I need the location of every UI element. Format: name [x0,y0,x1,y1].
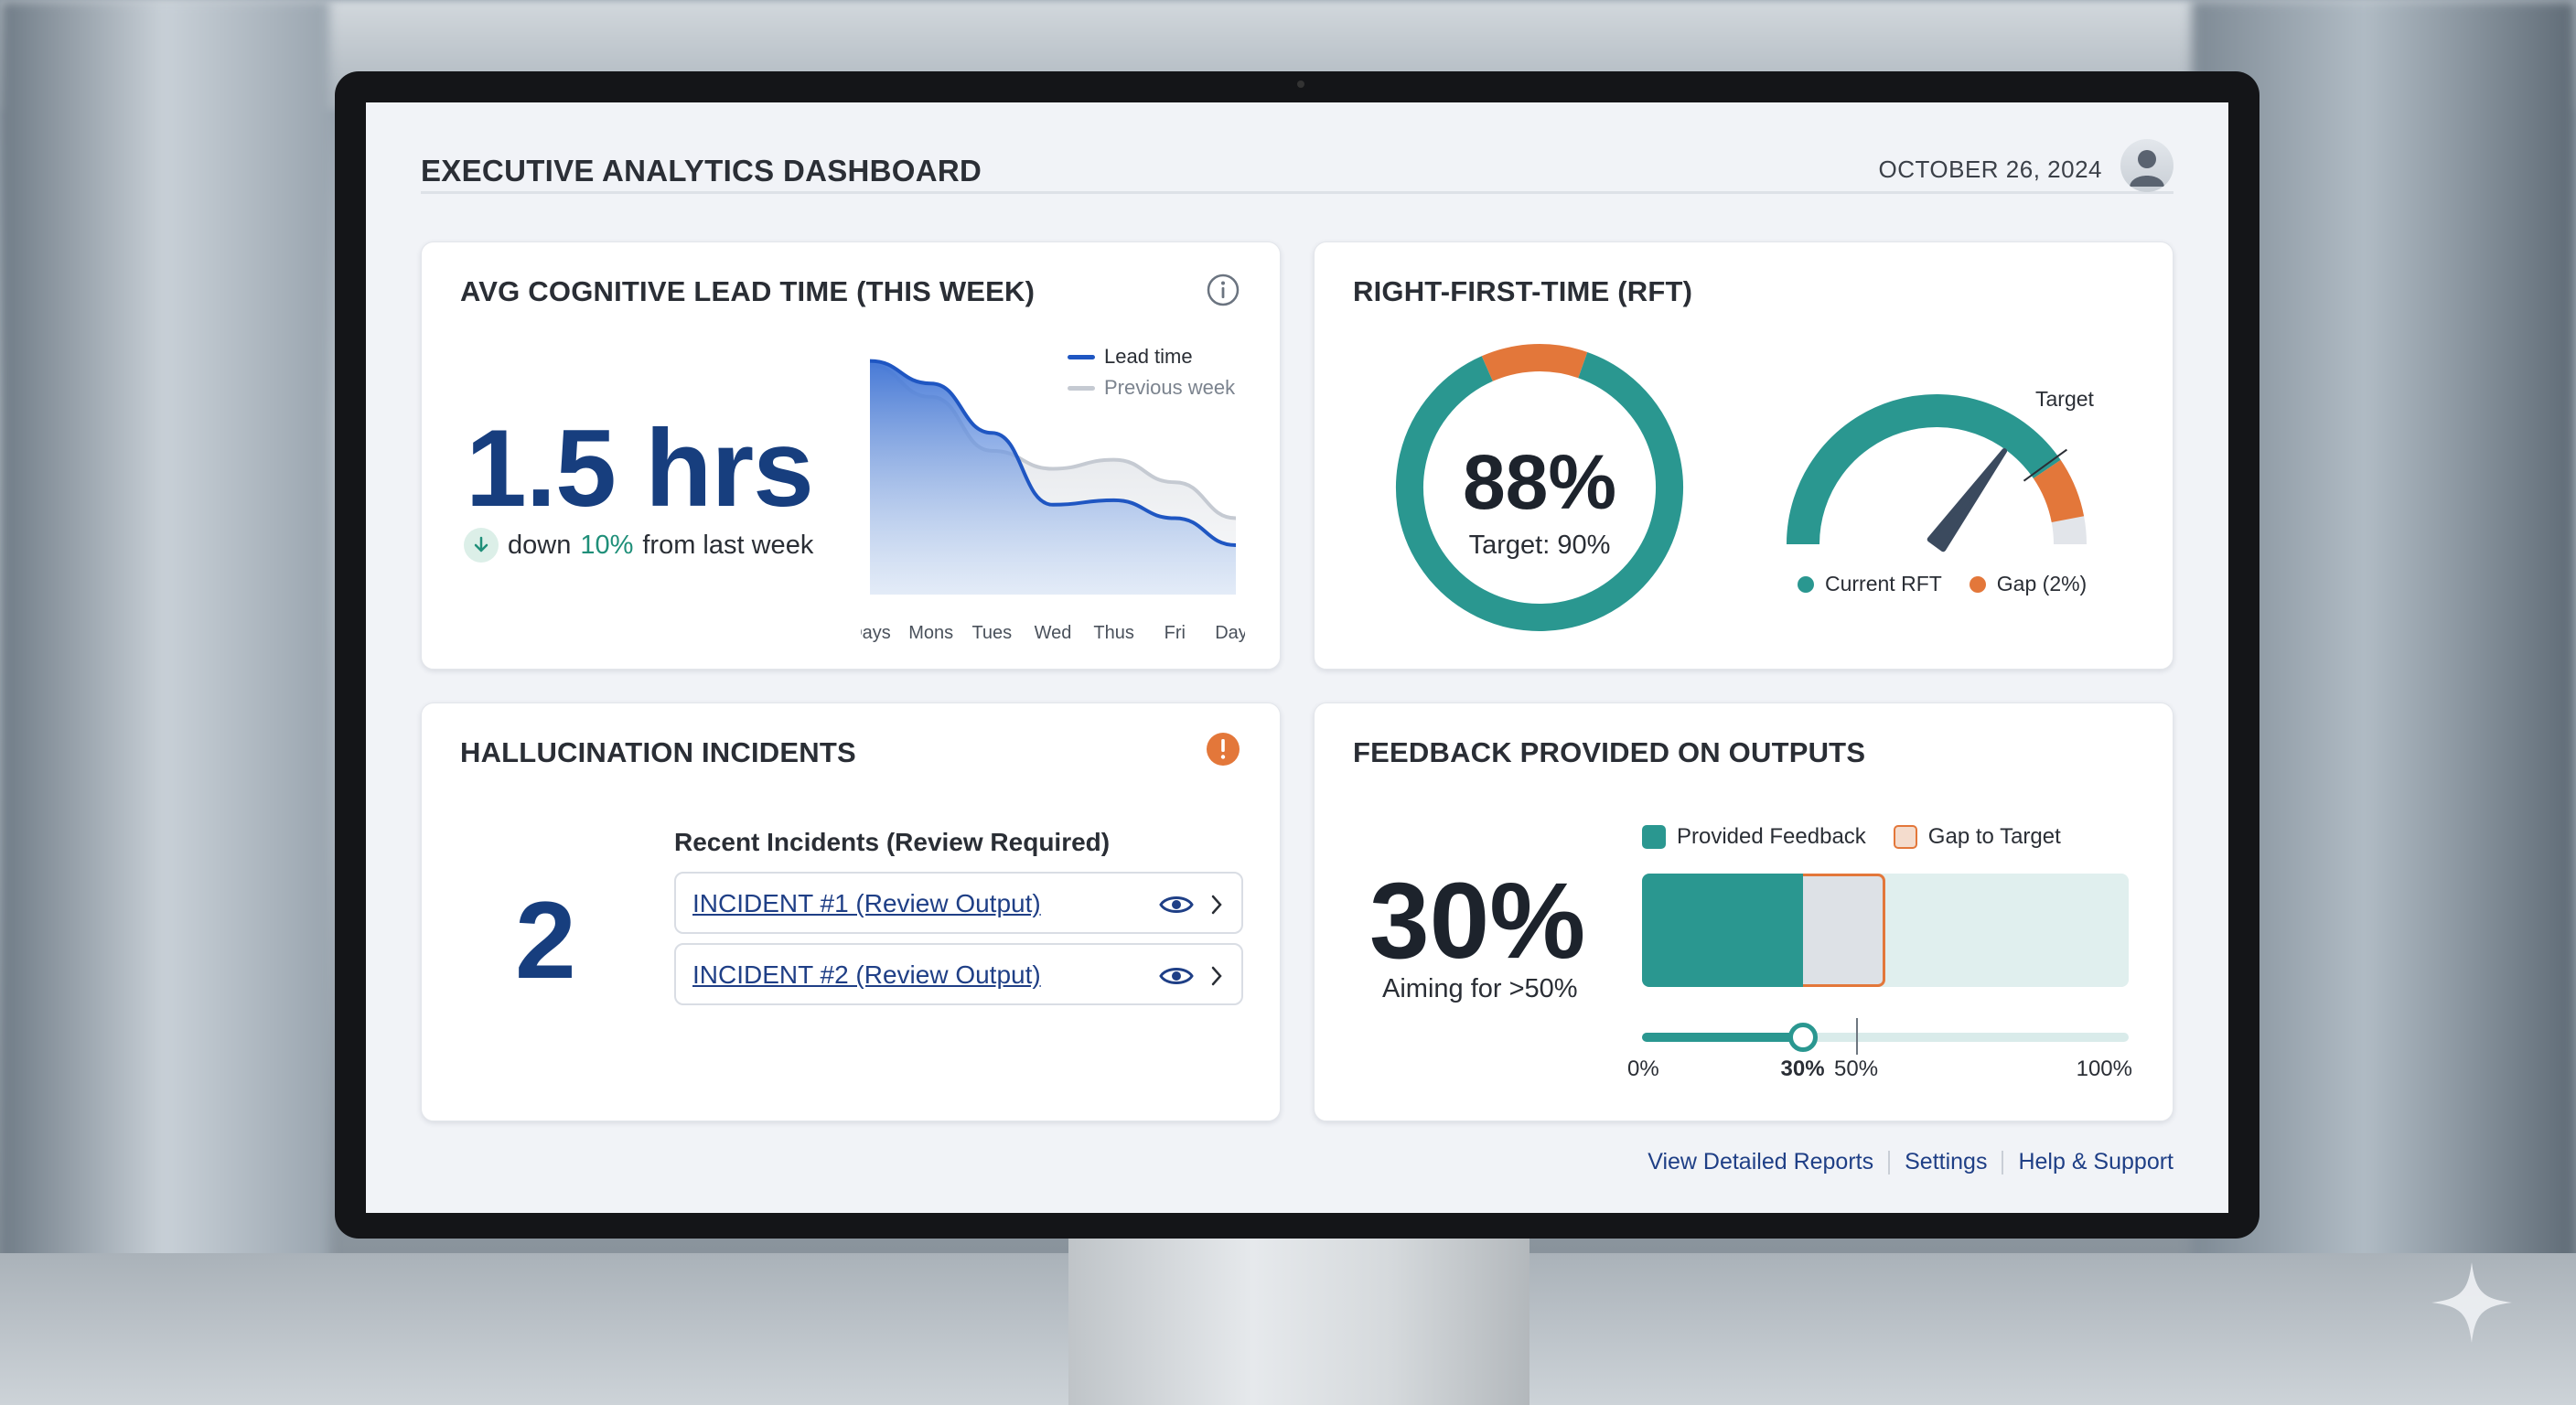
view-detailed-reports-link[interactable]: View Detailed Reports [1648,1149,1874,1174]
lead-time-value: 1.5 hrs [466,407,814,530]
legend-provided-label: Provided Feedback [1677,824,1866,849]
dashboard-footer: View Detailed Reports Settings Help & Su… [1648,1149,2174,1175]
x-tick-label: Tues [971,623,1012,643]
legend-dot-gap [1969,575,1986,593]
rft-gauge-chart [1787,394,2087,552]
feedback-title: FEEDBACK PROVIDED ON OUTPUTS [1353,736,1866,768]
x-tick-label: Days [1215,623,1245,643]
tick-label: 30% [1780,1056,1825,1081]
chevron-right-icon[interactable] [1210,894,1223,916]
gauge-current-arc [1787,394,2061,545]
lead-time-area [870,360,1236,595]
footer-divider [2002,1150,2004,1174]
hallucination-card: HALLUCINATION INCIDENTS 2 Recent Inciden… [421,702,1281,1121]
arrow-down-icon [464,528,499,563]
x-tick-label: Fri [1165,623,1186,643]
gauge-gap-arc [2033,459,2085,523]
legend-label: Lead time [1104,345,1193,368]
rft-target-label: Target: 90% [1468,531,1611,560]
feedback-bar-track [1642,874,2129,987]
incident-link[interactable]: INCIDENT #1 (Review Output) [692,889,1041,917]
incident-row[interactable]: INCIDENT #2 (Review Output) [674,943,1243,1005]
header-date: OCTOBER 26, 2024 [1878,156,2102,183]
rft-donut-center: 88% Target: 90% [1393,438,1686,561]
lead-time-title: AVG COGNITIVE LEAD TIME (THIS WEEK) [460,275,1036,307]
incidents-heading: Recent Incidents (Review Required) [674,828,1111,856]
legend-swatch-lead-time [1068,354,1095,359]
feedback-bar-gap [1802,874,1885,987]
legend-swatch-previous-week [1068,385,1095,391]
footer-divider [1888,1150,1891,1174]
delta-percent: 10% [580,530,634,560]
incident-count: 2 [515,879,576,1002]
dashboard-header: EXECUTIVE ANALYTICS DASHBOARD OCTOBER 26… [421,139,2174,194]
eye-icon[interactable] [1159,891,1194,918]
legend-label: Previous week [1104,376,1236,399]
delta-suffix: from last week [642,530,814,560]
legend-swatch-gap [1893,825,1917,849]
lead-time-area-chart: Days Mons Tues Wed Thus Fri Days [861,359,1245,643]
gauge-needle [1927,448,2008,552]
legend-swatch-provided [1642,825,1666,849]
feedback-card: FEEDBACK PROVIDED ON OUTPUTS 30% Aiming … [1314,702,2174,1121]
delta-prefix: down [508,530,572,560]
lead-time-card: AVG COGNITIVE LEAD TIME (THIS WEEK) 1.5 … [421,241,1281,670]
gauge-target-tick [2023,448,2067,482]
x-tick-label: Wed [1035,623,1072,643]
rft-donut-chart [1396,344,1683,631]
gauge-target-label: Target [2035,387,2094,411]
help-support-link[interactable]: Help & Support [2018,1149,2174,1174]
incident-link[interactable]: INCIDENT #2 (Review Output) [692,960,1041,989]
lead-time-delta: down 10% from last week [464,528,813,563]
rft-card: RIGHT-FIRST-TIME (RFT) 88% Target: 90% T… [1314,241,2174,670]
feedback-progress-thumb[interactable] [1787,1023,1818,1052]
hallucination-title: HALLUCINATION INCIDENTS [460,736,856,768]
background-window-left [0,0,329,1405]
x-tick-label: Days [861,623,891,643]
rft-value: 88% [1462,439,1617,525]
x-tick-label: Thus [1093,623,1133,643]
chevron-right-icon[interactable] [1210,965,1223,987]
settings-link[interactable]: Settings [1905,1149,1988,1174]
sparkle-icon [2431,1262,2512,1343]
monitor-bezel: EXECUTIVE ANALYTICS DASHBOARD OCTOBER 26… [335,71,2259,1239]
legend-lead-time: Lead time [1068,345,1193,369]
donut-slice-gap [1481,344,1588,381]
donut-slice-current [1396,351,1683,631]
lead-time-line [869,359,1237,547]
eye-icon[interactable] [1159,962,1194,990]
alert-icon [1207,733,1240,766]
feedback-value: 30% [1369,861,1586,981]
feedback-sub: Aiming for >50% [1382,974,1578,1003]
legend-previous-week: Previous week [1068,376,1235,400]
legend-dot-current [1798,575,1814,593]
user-avatar-icon[interactable] [2120,139,2174,192]
incident-row[interactable]: INCIDENT #1 (Review Output) [674,872,1243,934]
tick-label: 100% [2076,1056,2132,1081]
legend-gap-label: Gap (2%) [1996,572,2088,595]
dashboard-screen: EXECUTIVE ANALYTICS DASHBOARD OCTOBER 26… [366,102,2228,1213]
page-title: EXECUTIVE ANALYTICS DASHBOARD [421,154,982,188]
rft-title: RIGHT-FIRST-TIME (RFT) [1353,275,1693,307]
monitor-stand [1068,1235,1530,1405]
rft-legend: Current RFT Gap (2%) [1798,572,2087,596]
feedback-progress-track [1642,1018,2129,1055]
camera-dot [1297,80,1304,88]
feedback-progress-fill [1642,1033,1803,1042]
tick-label: 50% [1834,1056,1879,1081]
info-icon[interactable] [1205,272,1241,308]
tick-label: 0% [1627,1056,1659,1081]
feedback-legend: Provided Feedback Gap to Target [1642,824,2061,850]
x-tick-label: Mons [908,623,953,643]
feedback-bar-provided [1642,874,1803,987]
legend-gap-label: Gap to Target [1927,824,2061,849]
legend-current-label: Current RFT [1825,572,1942,595]
feedback-target-marker [1856,1018,1859,1055]
